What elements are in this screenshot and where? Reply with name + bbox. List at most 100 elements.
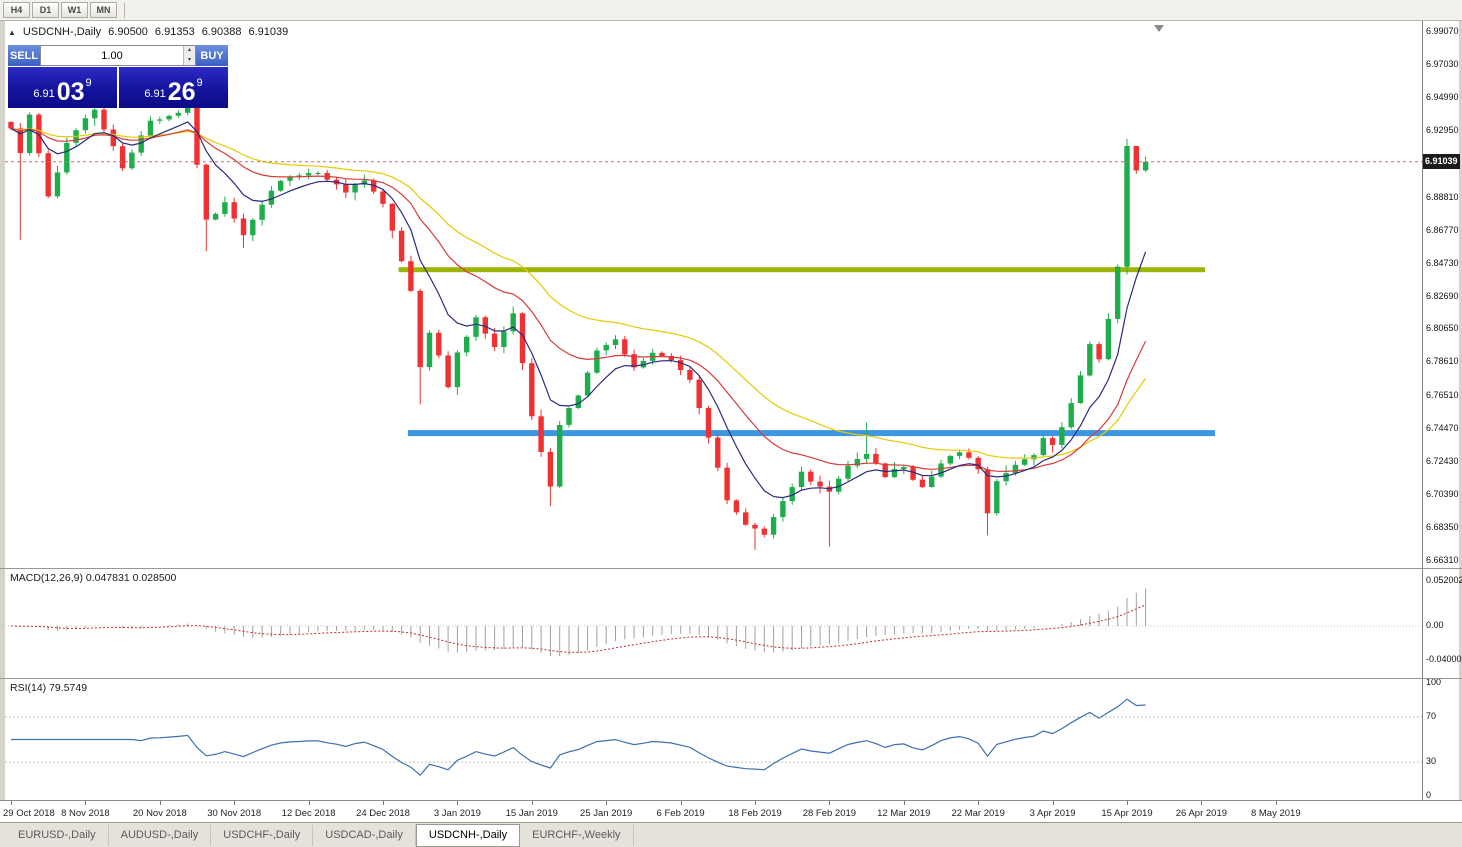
date-axis-label: 30 Nov 2018 xyxy=(207,808,262,819)
date-axis-label: 22 Mar 2019 xyxy=(951,808,1005,819)
date-tick xyxy=(85,801,87,805)
symbol-name: USDCNH-,Daily xyxy=(22,26,102,38)
macd-indicator-panel[interactable] xyxy=(5,569,1422,677)
timeframe-button-mn[interactable]: MN xyxy=(90,2,117,18)
timeframe-button-h4[interactable]: H4 xyxy=(3,2,30,18)
date-axis-label: 26 Apr 2019 xyxy=(1175,808,1228,819)
macd-label: MACD(12,26,9) 0.047831 0.028500 xyxy=(10,572,177,584)
panel-divider-macd[interactable] xyxy=(0,568,1462,569)
macd-signal-line xyxy=(10,604,1146,653)
date-axis-label: 20 Nov 2018 xyxy=(132,808,187,819)
chart-tab-eurchf-weekly[interactable]: EURCHF-,Weekly xyxy=(520,824,634,846)
price-axis-label: 6.70390 xyxy=(1426,489,1459,500)
chart-tab-eurusd-daily[interactable]: EURUSD-,Daily xyxy=(6,824,109,846)
date-tick xyxy=(606,801,608,805)
sell-price-display[interactable]: 6.91 03 9 xyxy=(8,67,117,108)
drawn-objects xyxy=(398,267,1215,437)
rsi-label: RSI(14) 79.5749 xyxy=(10,682,88,694)
price-axis-label: 6.84730 xyxy=(1426,257,1459,268)
date-axis-label: 12 Mar 2019 xyxy=(877,808,931,819)
price-axis-label: 6.88810 xyxy=(1426,191,1459,202)
moving-average-20 xyxy=(10,127,1147,473)
chart-background xyxy=(5,21,1459,800)
moving-average-8 xyxy=(10,121,1147,499)
rsi-indicator-panel[interactable] xyxy=(5,679,1422,800)
buy-price-superscript: 9 xyxy=(196,77,203,89)
rsi-axis-label: 30 xyxy=(1426,756,1437,767)
date-tick xyxy=(680,801,682,805)
timeframe-buttons-group: H4 D1 W1 MN xyxy=(3,2,119,18)
date-tick xyxy=(978,801,980,805)
bar-high-value: 6.91353 xyxy=(154,26,195,38)
date-axis-label: 18 Feb 2019 xyxy=(728,808,782,819)
chart-shift-marker[interactable] xyxy=(1154,25,1164,32)
chart-tab-audusd-daily[interactable]: AUDUSD-,Daily xyxy=(109,824,212,846)
date-tick xyxy=(903,801,905,805)
timeframe-button-d1[interactable]: D1 xyxy=(32,2,59,18)
candlestick-series xyxy=(8,102,1149,550)
sell-price-prefix: 6.91 xyxy=(33,88,55,100)
resistance-ray[interactable] xyxy=(398,267,1206,273)
buy-price-display[interactable]: 6.91 26 9 xyxy=(119,67,228,108)
price-axis-label: 6.74470 xyxy=(1426,423,1459,434)
volume-decrease-button[interactable]: ▾ xyxy=(184,55,195,65)
buy-price-prefix: 6.91 xyxy=(144,88,166,100)
macd-histogram xyxy=(19,588,1147,657)
date-tick xyxy=(829,801,831,805)
volume-stepper: ▴ ▾ xyxy=(183,46,195,65)
volume-input[interactable] xyxy=(41,46,183,65)
chart-tabs-bar: EURUSD-,Daily AUDUSD-,Daily USDCHF-,Daily U… xyxy=(0,822,1462,847)
date-tick xyxy=(531,801,533,805)
date-axis[interactable]: 29 Oct 2018 8 Nov 2018 20 Nov 2018 30 Nov 2… xyxy=(0,800,1462,822)
rsi-line xyxy=(11,698,1146,777)
date-axis-label: 8 Nov 2018 xyxy=(61,808,110,819)
date-tick xyxy=(457,801,459,805)
date-axis-label: 28 Feb 2019 xyxy=(802,808,857,819)
price-axis[interactable]: 6.99070 6.97030 6.94990 6.92950 6.88810 6.867… xyxy=(1422,21,1462,800)
bar-open-value: 6.90500 xyxy=(108,26,148,38)
price-axis-label: 6.82690 xyxy=(1426,290,1459,301)
date-axis-label: 12 Dec 2018 xyxy=(281,808,336,819)
bar-close-value: 6.91039 xyxy=(248,26,289,38)
support-ray[interactable] xyxy=(407,430,1215,437)
volume-field: ▴ ▾ xyxy=(40,45,196,66)
volume-increase-button[interactable]: ▴ xyxy=(184,46,195,56)
timeframe-button-w1[interactable]: W1 xyxy=(61,2,88,18)
date-axis-label: 29 Oct 2018 xyxy=(3,808,55,819)
chart-tab-usdchf-daily[interactable]: USDCHF-,Daily xyxy=(211,824,314,846)
price-axis-label: 6.68350 xyxy=(1426,522,1459,533)
one-click-collapse-icon[interactable]: ▲ xyxy=(8,27,16,37)
date-tick xyxy=(383,801,384,805)
one-click-trading-panel: SELL ▴ ▾ BUY 6.91 03 9 6.91 26 9 xyxy=(8,45,228,108)
date-axis-label: 3 Apr 2019 xyxy=(1029,808,1076,819)
chart-tab-usdcad-daily[interactable]: USDCAD-,Daily xyxy=(313,824,416,846)
moving-average-34 xyxy=(10,127,1147,459)
macd-axis-label: -0.040002 xyxy=(1426,654,1462,665)
rsi-axis-label: 100 xyxy=(1426,677,1442,687)
sell-button[interactable]: SELL xyxy=(8,45,40,66)
price-axis-label: 6.99070 xyxy=(1426,26,1459,36)
price-axis-label: 6.76510 xyxy=(1426,390,1459,401)
rsi-axis-label: 0 xyxy=(1426,790,1432,800)
timeframe-toolbar: H4 D1 W1 MN xyxy=(0,0,1462,21)
buy-button[interactable]: BUY xyxy=(196,45,228,66)
panel-divider-rsi[interactable] xyxy=(0,678,1462,679)
date-axis-label: 6 Feb 2019 xyxy=(656,808,705,819)
buy-price-big-digits: 26 xyxy=(167,78,196,106)
price-axis-label: 6.78610 xyxy=(1426,356,1459,367)
date-tick xyxy=(1201,801,1203,805)
price-axis-label: 6.72430 xyxy=(1426,456,1459,467)
chart-tab-usdcnh-daily[interactable]: USDCNH-,Daily xyxy=(415,823,521,847)
bar-low-value: 6.90388 xyxy=(201,26,242,38)
date-tick xyxy=(308,801,310,805)
price-axis-label: 6.94990 xyxy=(1426,91,1459,102)
price-axis-label: 6.80650 xyxy=(1426,323,1459,334)
rsi-axis-label: 70 xyxy=(1426,710,1437,721)
macd-axis-label: 0.00 xyxy=(1426,620,1444,630)
sell-price-big-digits: 03 xyxy=(56,78,85,106)
macd-axis-label: 0.052002 xyxy=(1426,575,1462,586)
date-tick xyxy=(1127,801,1128,805)
price-chart-panel[interactable] xyxy=(5,21,1422,567)
symbol-ohlc-line: ▲ USDCNH-,Daily 6.90500 6.91353 6.90388 … xyxy=(8,26,295,38)
